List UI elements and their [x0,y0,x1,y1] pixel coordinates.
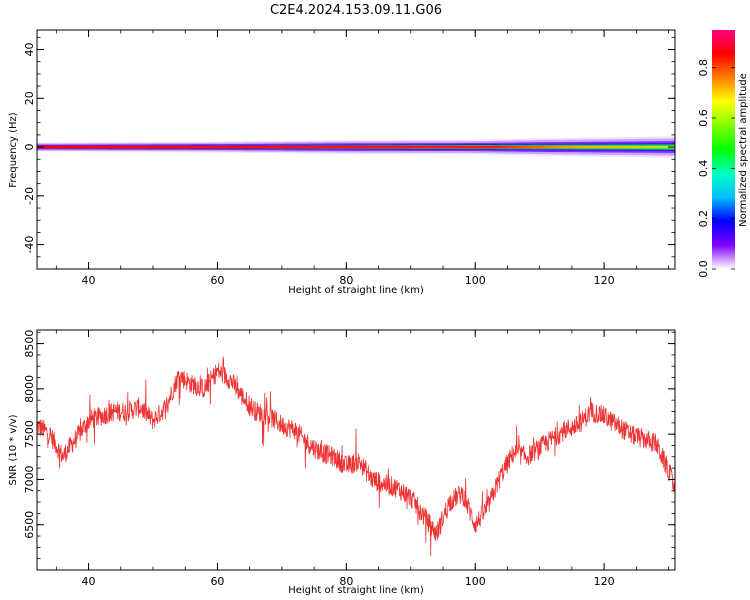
spectrogram-y-tick-label: 0 [23,144,36,151]
spectrogram-x-tick-label: 80 [339,274,353,287]
colorbar-tick-label: 0.4 [697,160,710,178]
snr-ticks: 40 60 80 100 120 6500 7000 7500 8000 8500 [23,330,675,588]
snr-x-tick-label: 40 [82,575,96,588]
figure-title: C2E4.2024.153.09.11.G06 [270,3,442,18]
spectrogram-y-tick-label: -40 [23,236,36,254]
colorbar-tick-label: 0.6 [697,109,710,127]
colorbar-gradient [712,30,735,269]
spectrogram-y-tick-label: 20 [23,91,36,105]
colorbar: 0.0 0.2 0.4 0.6 0.8 Normalized spectral ampl… [697,30,749,278]
spectrogram-x-tick-label: 100 [465,274,486,287]
colorbar-ticks: 0.0 0.2 0.4 0.6 0.8 [697,59,735,278]
snr-frame [36,329,676,571]
spectrogram-x-tick-label: 60 [210,274,224,287]
colorbar-tick-label: 0.0 [697,260,710,278]
spectrogram-x-axis-label: Height of straight line (km) [288,285,424,296]
snr-y-axis-label: SNR (10 * v/v) [8,414,19,485]
spectrogram-x-tick-label: 120 [594,274,615,287]
spectrogram-y-tick-label: 40 [23,43,36,57]
snr-x-tick-label: 100 [465,575,486,588]
spectrogram-panel: 40 60 80 100 120 -40 -20 0 20 40 Height of straig… [8,29,676,296]
snr-x-tick-label: 60 [210,575,224,588]
snr-y-tick-label: 8000 [23,375,36,403]
snr-series-line [37,356,675,557]
colorbar-tick-label: 0.8 [697,59,710,77]
snr-y-tick-label: 6500 [23,511,36,539]
spectrogram-y-axis-label: Frequency (Hz) [8,112,19,188]
band-center-ridge [37,145,675,149]
spectrogram-x-tick-label: 40 [82,274,96,287]
spectrogram-y-tick-label: -20 [23,187,36,205]
snr-x-axis-label: Height of straight line (km) [288,585,424,596]
snr-y-tick-label: 7000 [23,465,36,493]
spectrogram-ticks: 40 60 80 100 120 -40 -20 0 20 40 [23,30,675,287]
colorbar-tick-label: 0.2 [697,210,710,228]
colorbar-label: Normalized spectral amplitude [738,73,749,227]
snr-y-tick-label: 8500 [23,330,36,358]
spectrogram-frame [36,29,676,270]
snr-y-tick-label: 7500 [23,420,36,448]
snr-x-tick-label: 120 [594,575,615,588]
snr-x-tick-label: 80 [339,575,353,588]
snr-panel: 40 60 80 100 120 6500 7000 7500 8000 8500 Height … [8,329,676,596]
spectral-band [37,136,675,158]
